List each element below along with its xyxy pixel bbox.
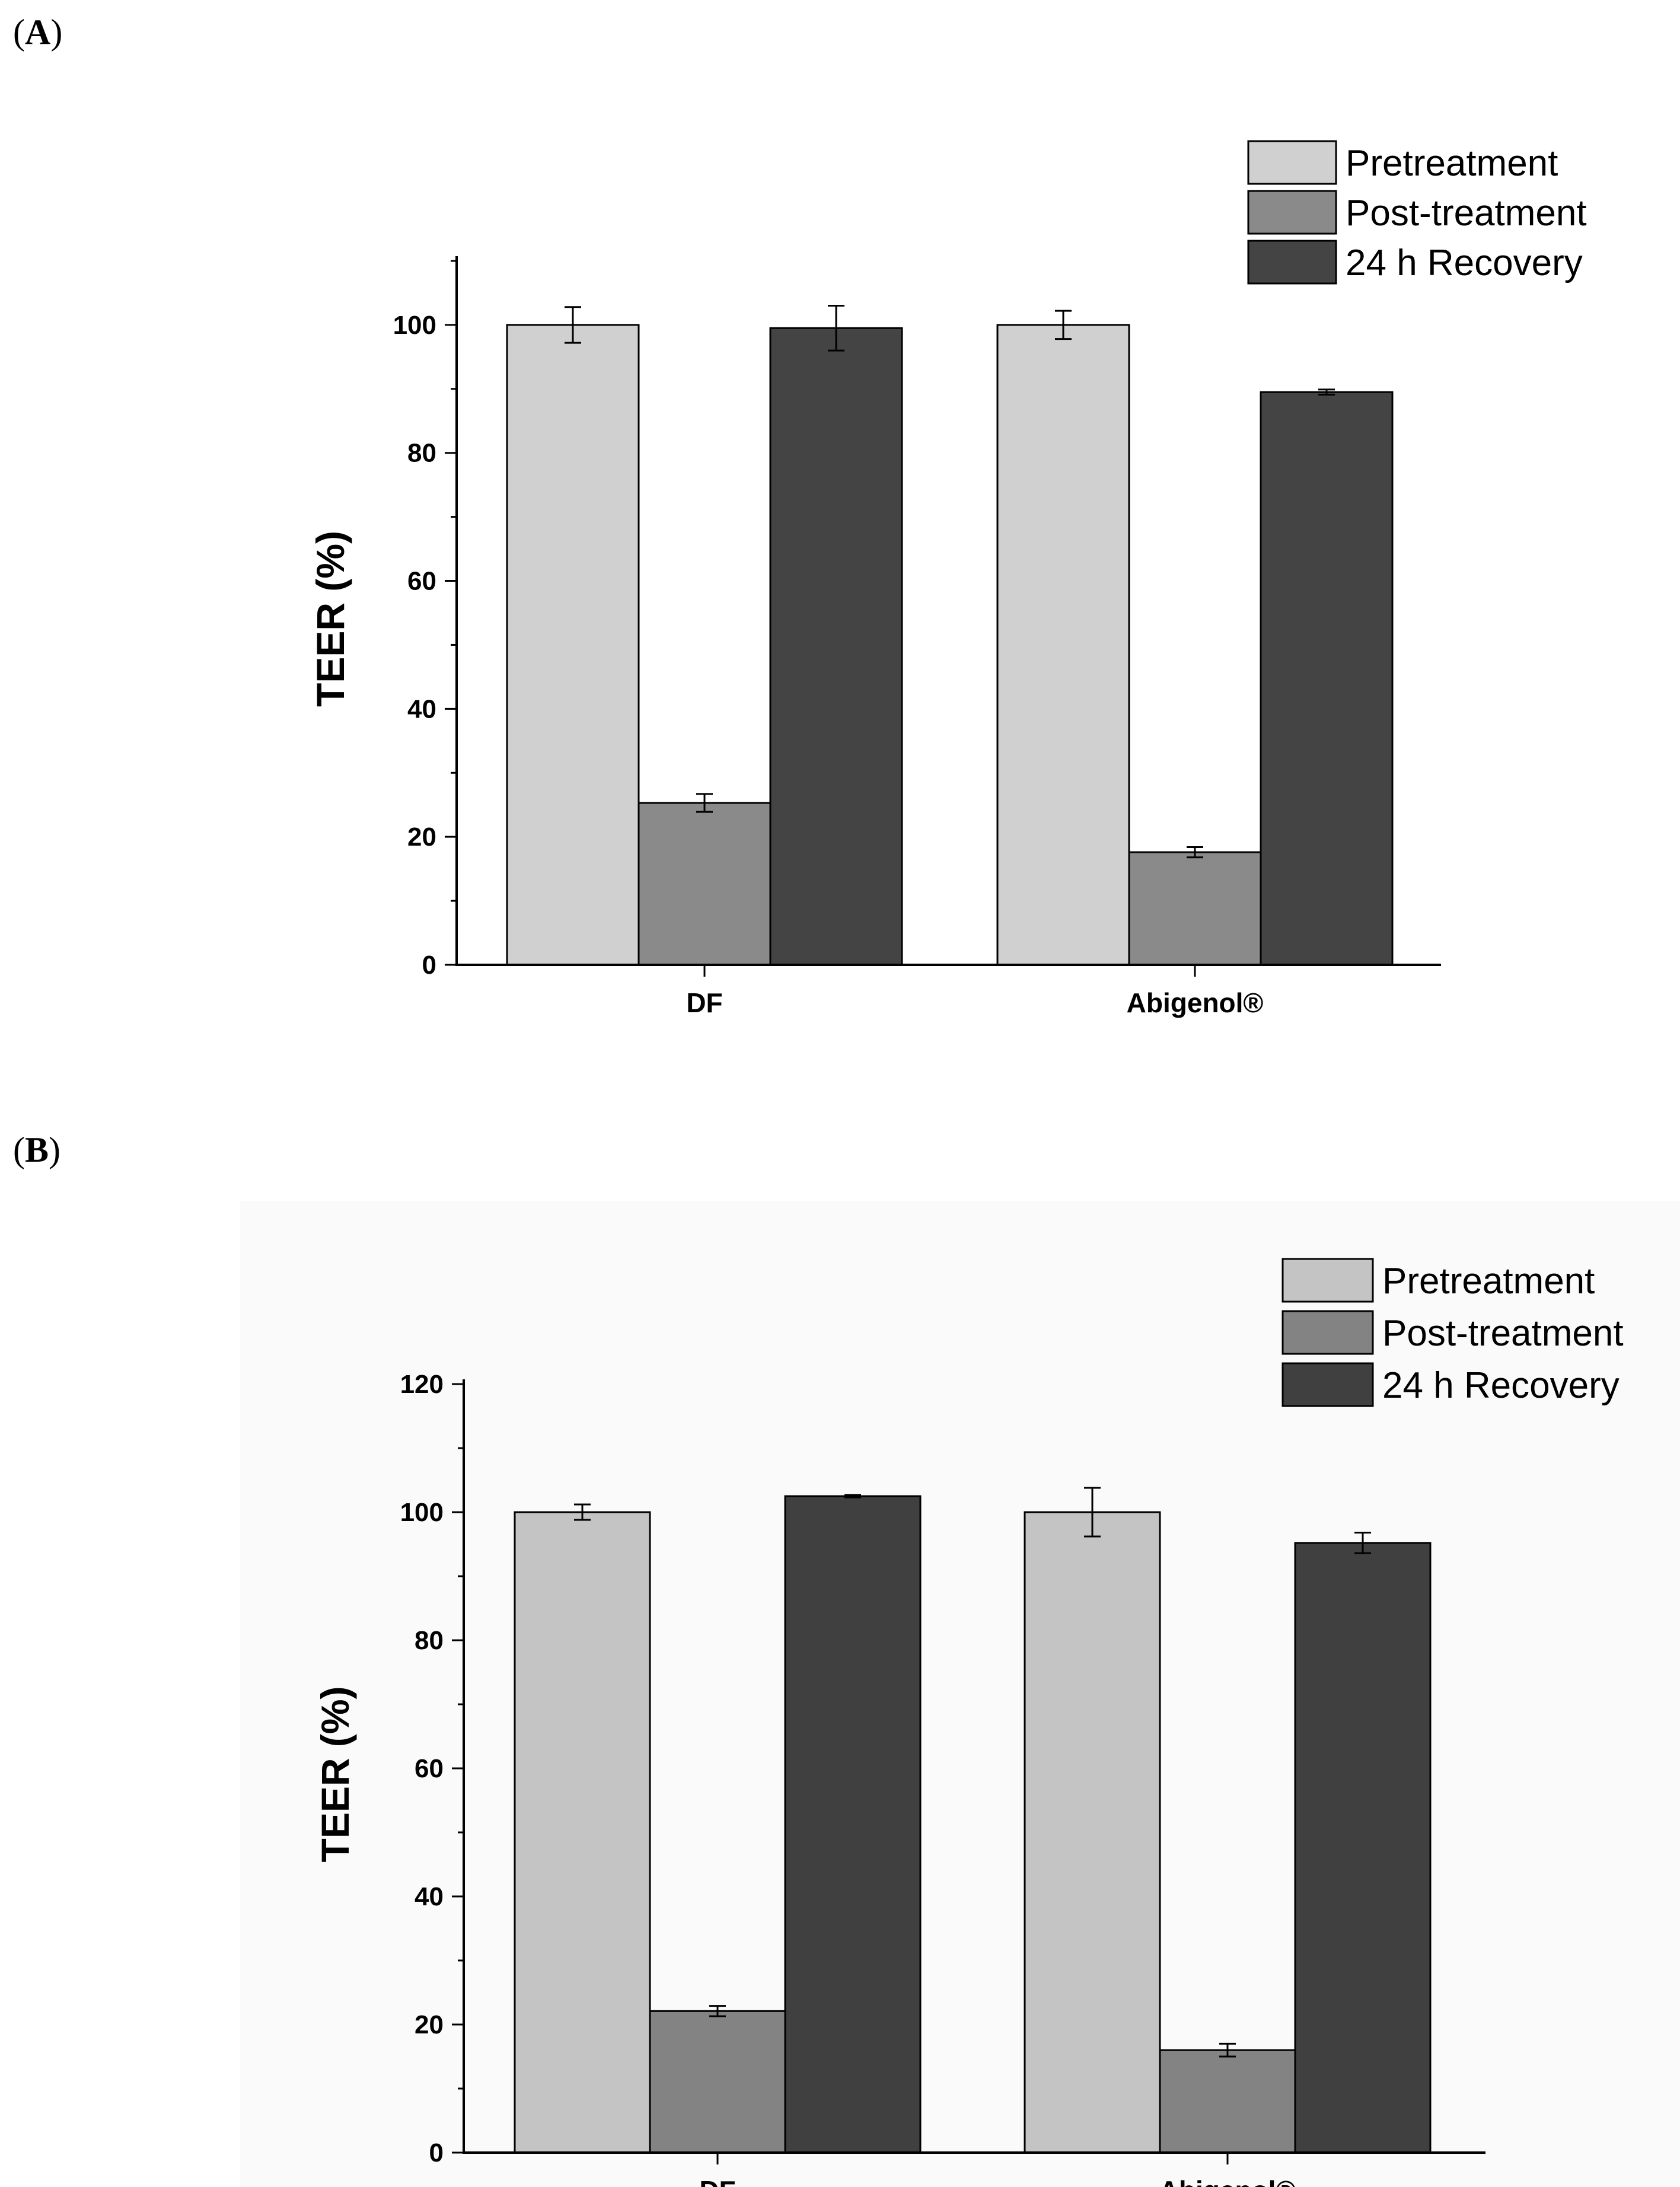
chart-a-legend-label: Pretreatment: [1346, 143, 1558, 184]
chart-b-y-tick-label: 100: [400, 1498, 444, 1527]
chart-b-y-axis-title: TEER (%): [313, 1687, 357, 1863]
chart-b-bar: [1024, 1511, 1161, 2154]
chart-b-legend-label: Post-treatment: [1382, 1313, 1624, 1354]
chart-b-legend-swatch: [1281, 1258, 1374, 1303]
chart-a-x-tick-label: Abigenol®: [1127, 987, 1264, 1018]
chart-b-y-tick-label: 60: [415, 1754, 444, 1783]
chart-a-legend-swatch: [1247, 190, 1337, 235]
chart-a-bar: [506, 324, 640, 966]
chart-a-x-tick-label: DF: [686, 987, 722, 1018]
chart-a-bar: [996, 324, 1130, 966]
chart-a-y-tick-label: 20: [407, 822, 436, 852]
chart-b-y-tick-label: 120: [400, 1370, 444, 1399]
chart-a-y-tick-label: 100: [393, 311, 436, 340]
chart-a-legend-label: Post-treatment: [1346, 193, 1587, 234]
chart-b-legend-swatch: [1281, 1310, 1374, 1355]
chart-b-x-tick-label: DF: [699, 2175, 735, 2187]
chart-a-bar: [769, 327, 903, 966]
chart-b-bar: [1294, 1542, 1432, 2154]
chart-a-legend-swatch: [1247, 240, 1337, 285]
chart-b: 0 20 40 60 80 100 120 DF Abigenol® TEER (%) Pretre…: [240, 1201, 1680, 2187]
chart-a-legend-swatch: [1247, 140, 1337, 185]
chart-a-bar: [637, 802, 772, 966]
chart-a-y-axis-title: TEER (%): [308, 531, 352, 707]
chart-b-bar: [514, 1511, 651, 2154]
chart-b-y-tick-label: 20: [415, 2010, 444, 2039]
chart-a-bar: [1128, 851, 1262, 966]
chart-b-background: [240, 1201, 1680, 2187]
chart-a-y-tick-label: 80: [407, 439, 436, 468]
chart-b-y-tick-label: 80: [415, 1626, 444, 1655]
chart-a-legend-label: 24 h Recovery: [1346, 243, 1583, 283]
chart-b-y-tick-label: 40: [415, 1882, 444, 1911]
chart-a-y-tick-label: 60: [407, 567, 436, 596]
chart-b-y-tick-label: 0: [429, 2138, 444, 2167]
chart-b-x-tick-label: Abigenol®: [1159, 2175, 1296, 2187]
chart-a-y-tick-label: 0: [422, 951, 436, 980]
panel-a-label: (A): [13, 12, 63, 52]
chart-b-bar: [649, 2010, 786, 2154]
chart-b-bar: [784, 1495, 922, 2154]
chart-a: 0 20 40 60 80 100 DF Abigenol® TEER (%) Pretreatm…: [308, 140, 1587, 1018]
panel-b-label: (B): [13, 1130, 60, 1169]
chart-b-legend-label: Pretreatment: [1382, 1261, 1595, 1302]
chart-b-legend-swatch: [1281, 1362, 1374, 1407]
chart-b-bar: [1159, 2049, 1296, 2154]
chart-b-legend-label: 24 h Recovery: [1382, 1365, 1620, 1406]
chart-a-bar: [1260, 391, 1394, 966]
chart-a-y-tick-label: 40: [407, 694, 436, 723]
